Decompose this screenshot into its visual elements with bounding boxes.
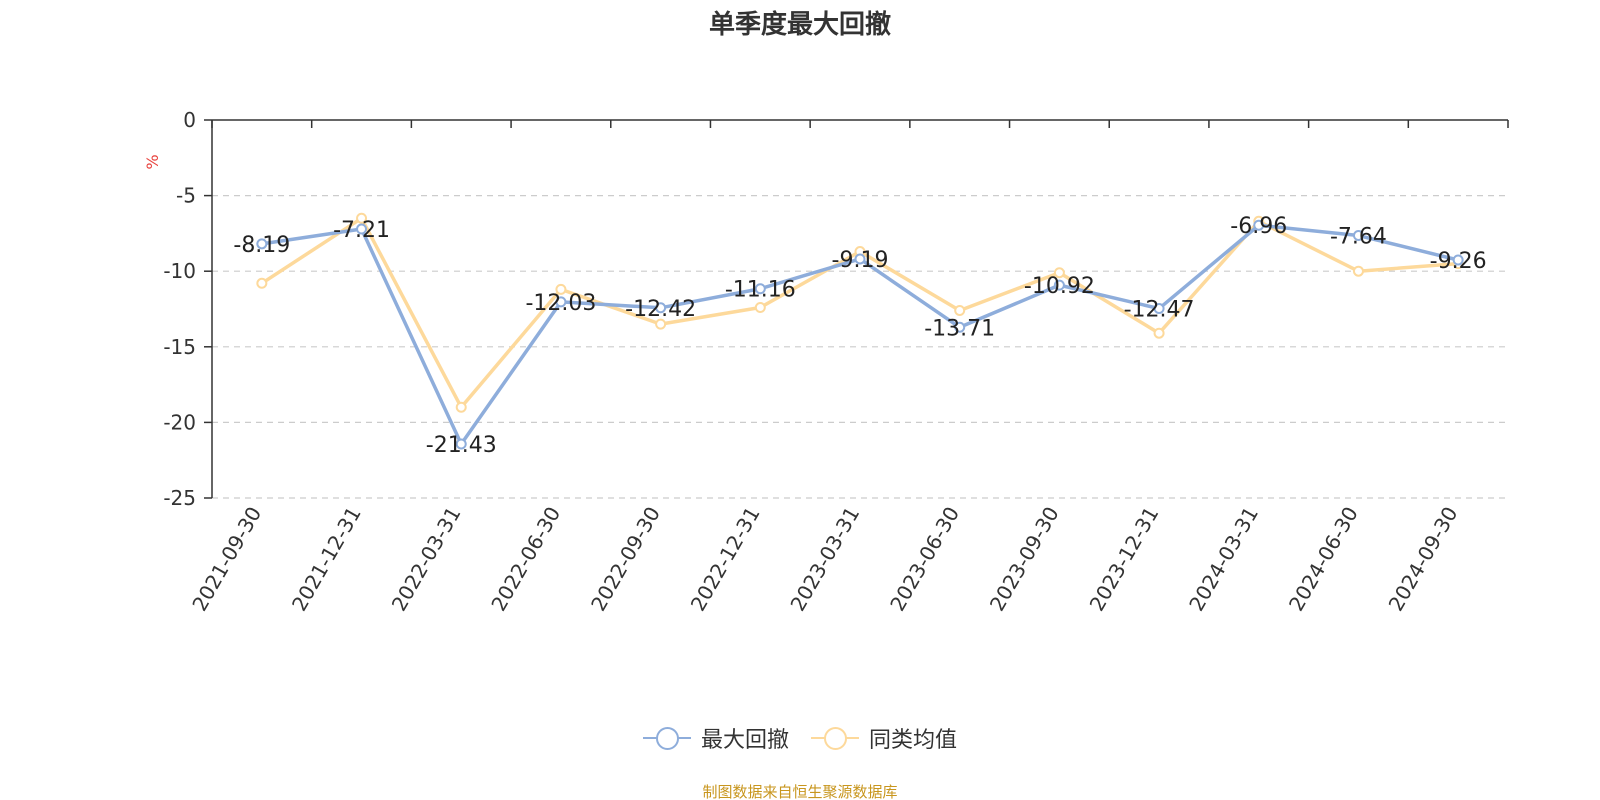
x-tick-label: 2022-06-30: [486, 503, 565, 616]
data-point: [1253, 219, 1265, 231]
legend-label: 最大回撤: [700, 728, 789, 753]
data-label: -7.21: [333, 218, 390, 243]
legend-circle-icon: [824, 727, 847, 750]
data-label: -7.64: [1330, 225, 1387, 250]
data-label: -12.47: [1124, 298, 1195, 323]
source-note: 制图数据来自恒生聚源数据库: [702, 783, 898, 800]
legend: 最大回撤 同类均值: [0, 722, 1600, 754]
x-tick-label: 2023-03-31: [785, 503, 864, 616]
x-tick-label: 2022-12-31: [686, 503, 765, 616]
data-label: -6.96: [1230, 214, 1287, 239]
data-point: [1352, 265, 1364, 277]
data-point: [754, 301, 766, 313]
legend-marker-icon: [811, 726, 859, 750]
data-point: [256, 238, 268, 250]
data-point: [954, 321, 966, 333]
line-chart: 0 -5 -10 -15 -20 -25% 2021-09-30 2021-12-31 2022…: [143, 108, 1509, 616]
data-point: [1352, 230, 1364, 242]
x-tick-label: 2021-12-31: [287, 503, 366, 616]
data-point: [455, 438, 467, 450]
data-label: -12.03: [525, 291, 596, 316]
data-point: [356, 212, 368, 224]
data-point: [1452, 254, 1464, 266]
y-tick-label: 0: [183, 108, 196, 132]
data-point: [1053, 267, 1065, 279]
chart-title: 单季度最大回撤: [708, 10, 891, 40]
y-axis-unit: %: [143, 154, 162, 169]
legend-marker-icon: [642, 726, 691, 750]
data-point: [954, 305, 966, 317]
data-point: [1153, 327, 1165, 339]
data-point: [754, 283, 766, 295]
data-label: -9.26: [1430, 249, 1487, 274]
series-drawdown: [256, 219, 1464, 450]
series-peer-average: [256, 212, 1464, 413]
data-point: [655, 318, 667, 330]
legend-item-drawdown[interactable]: 最大回撤: [642, 722, 789, 754]
data-label: -8.19: [233, 233, 290, 258]
data-label: -10.92: [1024, 274, 1095, 299]
x-tick-label: 2022-03-31: [387, 503, 466, 616]
y-tick-label: -15: [163, 335, 196, 359]
y-tick-label: -25: [163, 486, 196, 510]
data-point: [555, 296, 567, 308]
data-point: [854, 253, 866, 265]
x-tick-label: 2024-03-31: [1184, 503, 1263, 616]
x-tick-label: 2022-09-30: [586, 503, 665, 616]
data-point: [1053, 279, 1065, 291]
y-tick-label: -20: [163, 410, 196, 434]
x-tick-label: 2023-09-30: [985, 503, 1064, 616]
legend-circle-icon: [655, 727, 679, 750]
data-label: -21.43: [426, 433, 497, 458]
legend-item-peer-average[interactable]: 同类均值: [811, 722, 957, 754]
data-point: [1153, 303, 1165, 315]
x-tick-label: 2021-09-30: [187, 503, 266, 616]
data-point: [256, 277, 268, 289]
x-tick-label: 2023-12-31: [1085, 503, 1164, 616]
legend-label: 同类均值: [869, 728, 958, 753]
data-label: -9.19: [832, 248, 889, 273]
data-label: -11.16: [725, 278, 796, 303]
data-point: [555, 283, 567, 295]
y-tick-label: -5: [176, 184, 196, 208]
x-tick-label: 2024-06-30: [1284, 503, 1363, 616]
data-point: [455, 401, 467, 413]
data-point: [356, 223, 368, 235]
data-point: [655, 302, 667, 314]
x-tick-label: 2024-09-30: [1384, 503, 1463, 616]
data-label: -13.71: [924, 316, 995, 341]
y-tick-label: -10: [163, 259, 196, 283]
x-tick-label: 2023-06-30: [885, 503, 964, 616]
data-label: -12.42: [625, 297, 696, 322]
